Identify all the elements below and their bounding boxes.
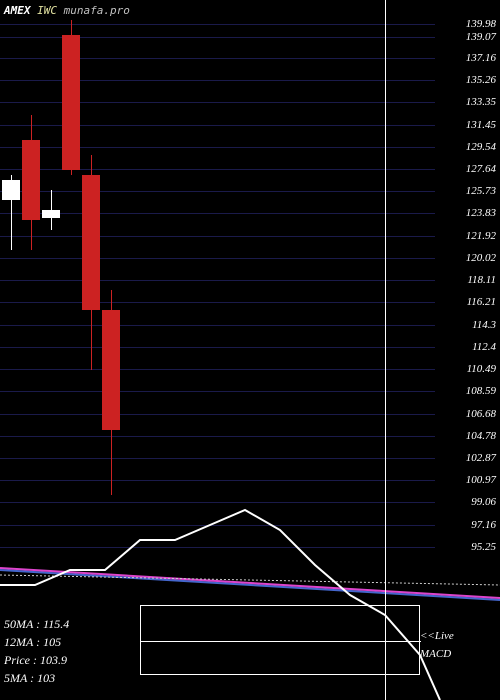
ticker-label: IWC: [37, 4, 57, 17]
price-level-label: 116.21: [467, 296, 496, 308]
price-level-label: 118.11: [467, 274, 496, 286]
price-level-label: 129.54: [466, 141, 496, 153]
price-level-label: 108.59: [466, 385, 496, 397]
exchange-label: AMEX: [4, 4, 31, 17]
chart-header: AMEX IWC munafa.pro: [4, 4, 130, 17]
price-level-label: 106.68: [466, 408, 496, 420]
stats-box: 50MA : 115.4 12MA : 105 Price : 103.9 5M…: [4, 615, 69, 687]
price-level-label: 114.3: [472, 319, 496, 331]
price-label: Price : 103.9: [4, 651, 69, 669]
price-level-label: 133.35: [466, 96, 496, 108]
price-level-label: 121.92: [466, 230, 496, 242]
price-level-label: 139.07: [466, 31, 496, 43]
macd-box: [140, 605, 420, 675]
price-level-label: 102.87: [466, 452, 496, 464]
price-level-label: 120.02: [466, 252, 496, 264]
ma50-label: 50MA : 115.4: [4, 615, 69, 633]
price-level-label: 95.25: [471, 541, 496, 553]
stock-chart: AMEX IWC munafa.pro 139.98139.07 137.16 13…: [0, 0, 500, 700]
ma-overlay: [0, 0, 500, 700]
price-level-label: 139.98: [466, 18, 496, 30]
price-level-label: 100.97: [466, 474, 496, 486]
vertical-indicator: [385, 0, 386, 700]
ma5-label: 5MA : 103: [4, 669, 69, 687]
price-level-label: 123.83: [466, 207, 496, 219]
price-level-label: 97.16: [471, 519, 496, 531]
price-level-label: 127.64: [466, 163, 496, 175]
price-level-label: 112.4: [472, 341, 496, 353]
ma12-label: 12MA : 105: [4, 633, 69, 651]
price-level-label: 99.06: [471, 496, 496, 508]
provider-label: munafa.pro: [64, 4, 130, 17]
macd-label: MACD: [420, 648, 451, 660]
live-label: <<Live: [420, 630, 454, 642]
macd-midline: [141, 641, 421, 642]
price-level-label: 104.78: [466, 430, 496, 442]
price-level-label: 110.49: [467, 363, 496, 375]
price-level-label: 135.26: [466, 74, 496, 86]
price-level-label: 137.16: [466, 52, 496, 64]
price-level-label: 125.73: [466, 185, 496, 197]
price-level-label: 131.45: [466, 119, 496, 131]
ma-line-blue: [0, 570, 500, 600]
